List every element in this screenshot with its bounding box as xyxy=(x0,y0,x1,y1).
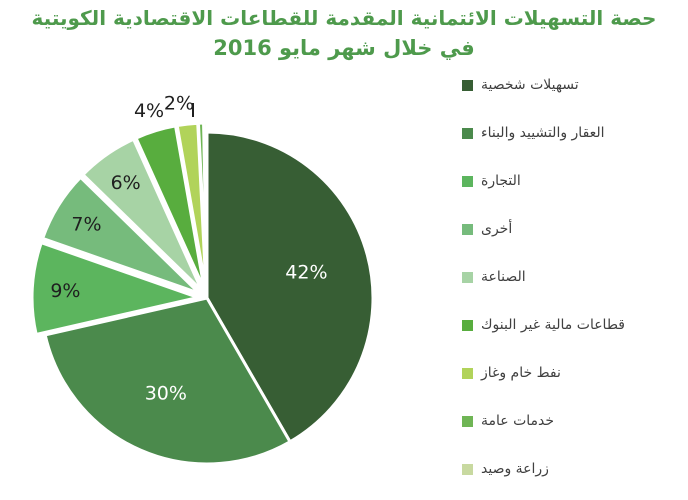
legend-item: زراعة وصيد xyxy=(462,458,682,480)
legend-label: التجارة xyxy=(481,173,521,189)
legend-swatch xyxy=(462,319,473,331)
legend-label: العقار والتشييد والبناء xyxy=(481,125,605,141)
legend-swatch xyxy=(462,463,473,475)
data-label-6: 4% xyxy=(134,100,164,122)
legend-item: خدمات عامة xyxy=(462,410,682,432)
data-label-2: 30% xyxy=(145,382,187,404)
legend-label: زراعة وصيد xyxy=(481,461,549,477)
legend-label: قطاعات مالية غير البنوك xyxy=(481,317,625,333)
pie-slice-3 xyxy=(30,240,204,337)
legend-item: نفط خام وغاز xyxy=(462,362,682,384)
legend-swatch xyxy=(462,127,473,139)
pie-slice-4 xyxy=(40,175,201,295)
data-label-3: 9% xyxy=(50,280,80,302)
pie-slice-9 xyxy=(202,121,209,290)
legend-item: قطاعات مالية غير البنوك xyxy=(462,314,682,336)
legend-swatch xyxy=(462,367,473,379)
legend-label: خدمات عامة xyxy=(481,413,555,429)
data-label-4: 7% xyxy=(71,213,101,235)
chart-subtitle: في خلال شهر مايو 2016 xyxy=(213,36,475,60)
legend-swatch xyxy=(462,223,473,235)
legend-swatch xyxy=(462,79,473,91)
legend-item: تسهيلات شخصية xyxy=(462,74,682,96)
chart-title: حصة التسهيلات الائتمانية المقدمة للقطاعا… xyxy=(31,6,657,30)
pie-slice-6 xyxy=(134,124,206,291)
legend-swatch xyxy=(462,415,473,427)
data-label-1: 42% xyxy=(285,261,327,283)
legend-label: تسهيلات شخصية xyxy=(481,77,579,93)
data-label-7: 2% xyxy=(164,93,194,115)
legend-label: أخرى xyxy=(481,221,513,237)
legend-label: نفط خام وغاز xyxy=(481,365,561,381)
legend-item: الصناعة xyxy=(462,266,682,288)
legend-item: أخرى xyxy=(462,218,682,240)
legend-label: الصناعة xyxy=(481,269,526,285)
legend-swatch xyxy=(462,271,473,283)
pie-slice-2 xyxy=(43,296,293,466)
legend-swatch xyxy=(462,175,473,187)
legend-item: العقار والتشييد والبناء xyxy=(462,122,682,144)
pie-slice-1 xyxy=(205,130,375,444)
legend-item: التجارة xyxy=(462,170,682,192)
pie-slice-5 xyxy=(80,137,204,292)
data-label-5: 6% xyxy=(111,172,141,194)
